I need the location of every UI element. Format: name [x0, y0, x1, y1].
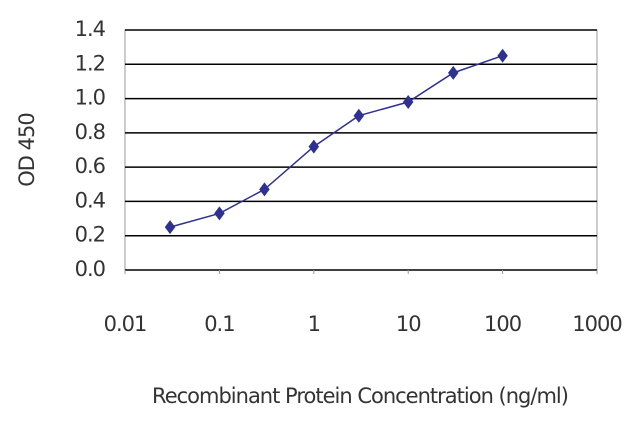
data-point — [164, 220, 176, 235]
x-tick-label: 1000 — [572, 312, 621, 336]
data-point — [402, 95, 414, 109]
x-tick-label: 1 — [308, 312, 320, 336]
y-axis-title: OD 450 — [15, 113, 39, 186]
y-tick-label: 1.4 — [75, 17, 106, 41]
data-point — [447, 65, 459, 80]
data-point — [353, 108, 365, 123]
data-point — [259, 182, 270, 197]
data-point — [308, 139, 320, 154]
x-tick-label: 0.1 — [204, 312, 234, 336]
plot-frame — [124, 29, 598, 271]
x-tick-label: 0.01 — [104, 312, 147, 336]
y-tick-label: 0.4 — [75, 188, 106, 212]
y-tick-label: 0.6 — [75, 154, 106, 178]
x-tick-label: 10 — [396, 312, 421, 336]
series-line — [169, 55, 503, 228]
y-tick-label: 0.8 — [75, 120, 105, 144]
y-tick-label: 0.2 — [75, 223, 105, 247]
y-tick-label: 1.0 — [75, 86, 105, 110]
data-point — [214, 206, 225, 221]
x-tick-label: 100 — [484, 312, 521, 336]
data-point — [497, 48, 508, 63]
y-tick-label: 1.2 — [75, 51, 105, 75]
x-axis-title: Recombinant Protein Concentration (ng/ml… — [152, 384, 568, 408]
y-tick-label: 0.0 — [75, 257, 105, 281]
